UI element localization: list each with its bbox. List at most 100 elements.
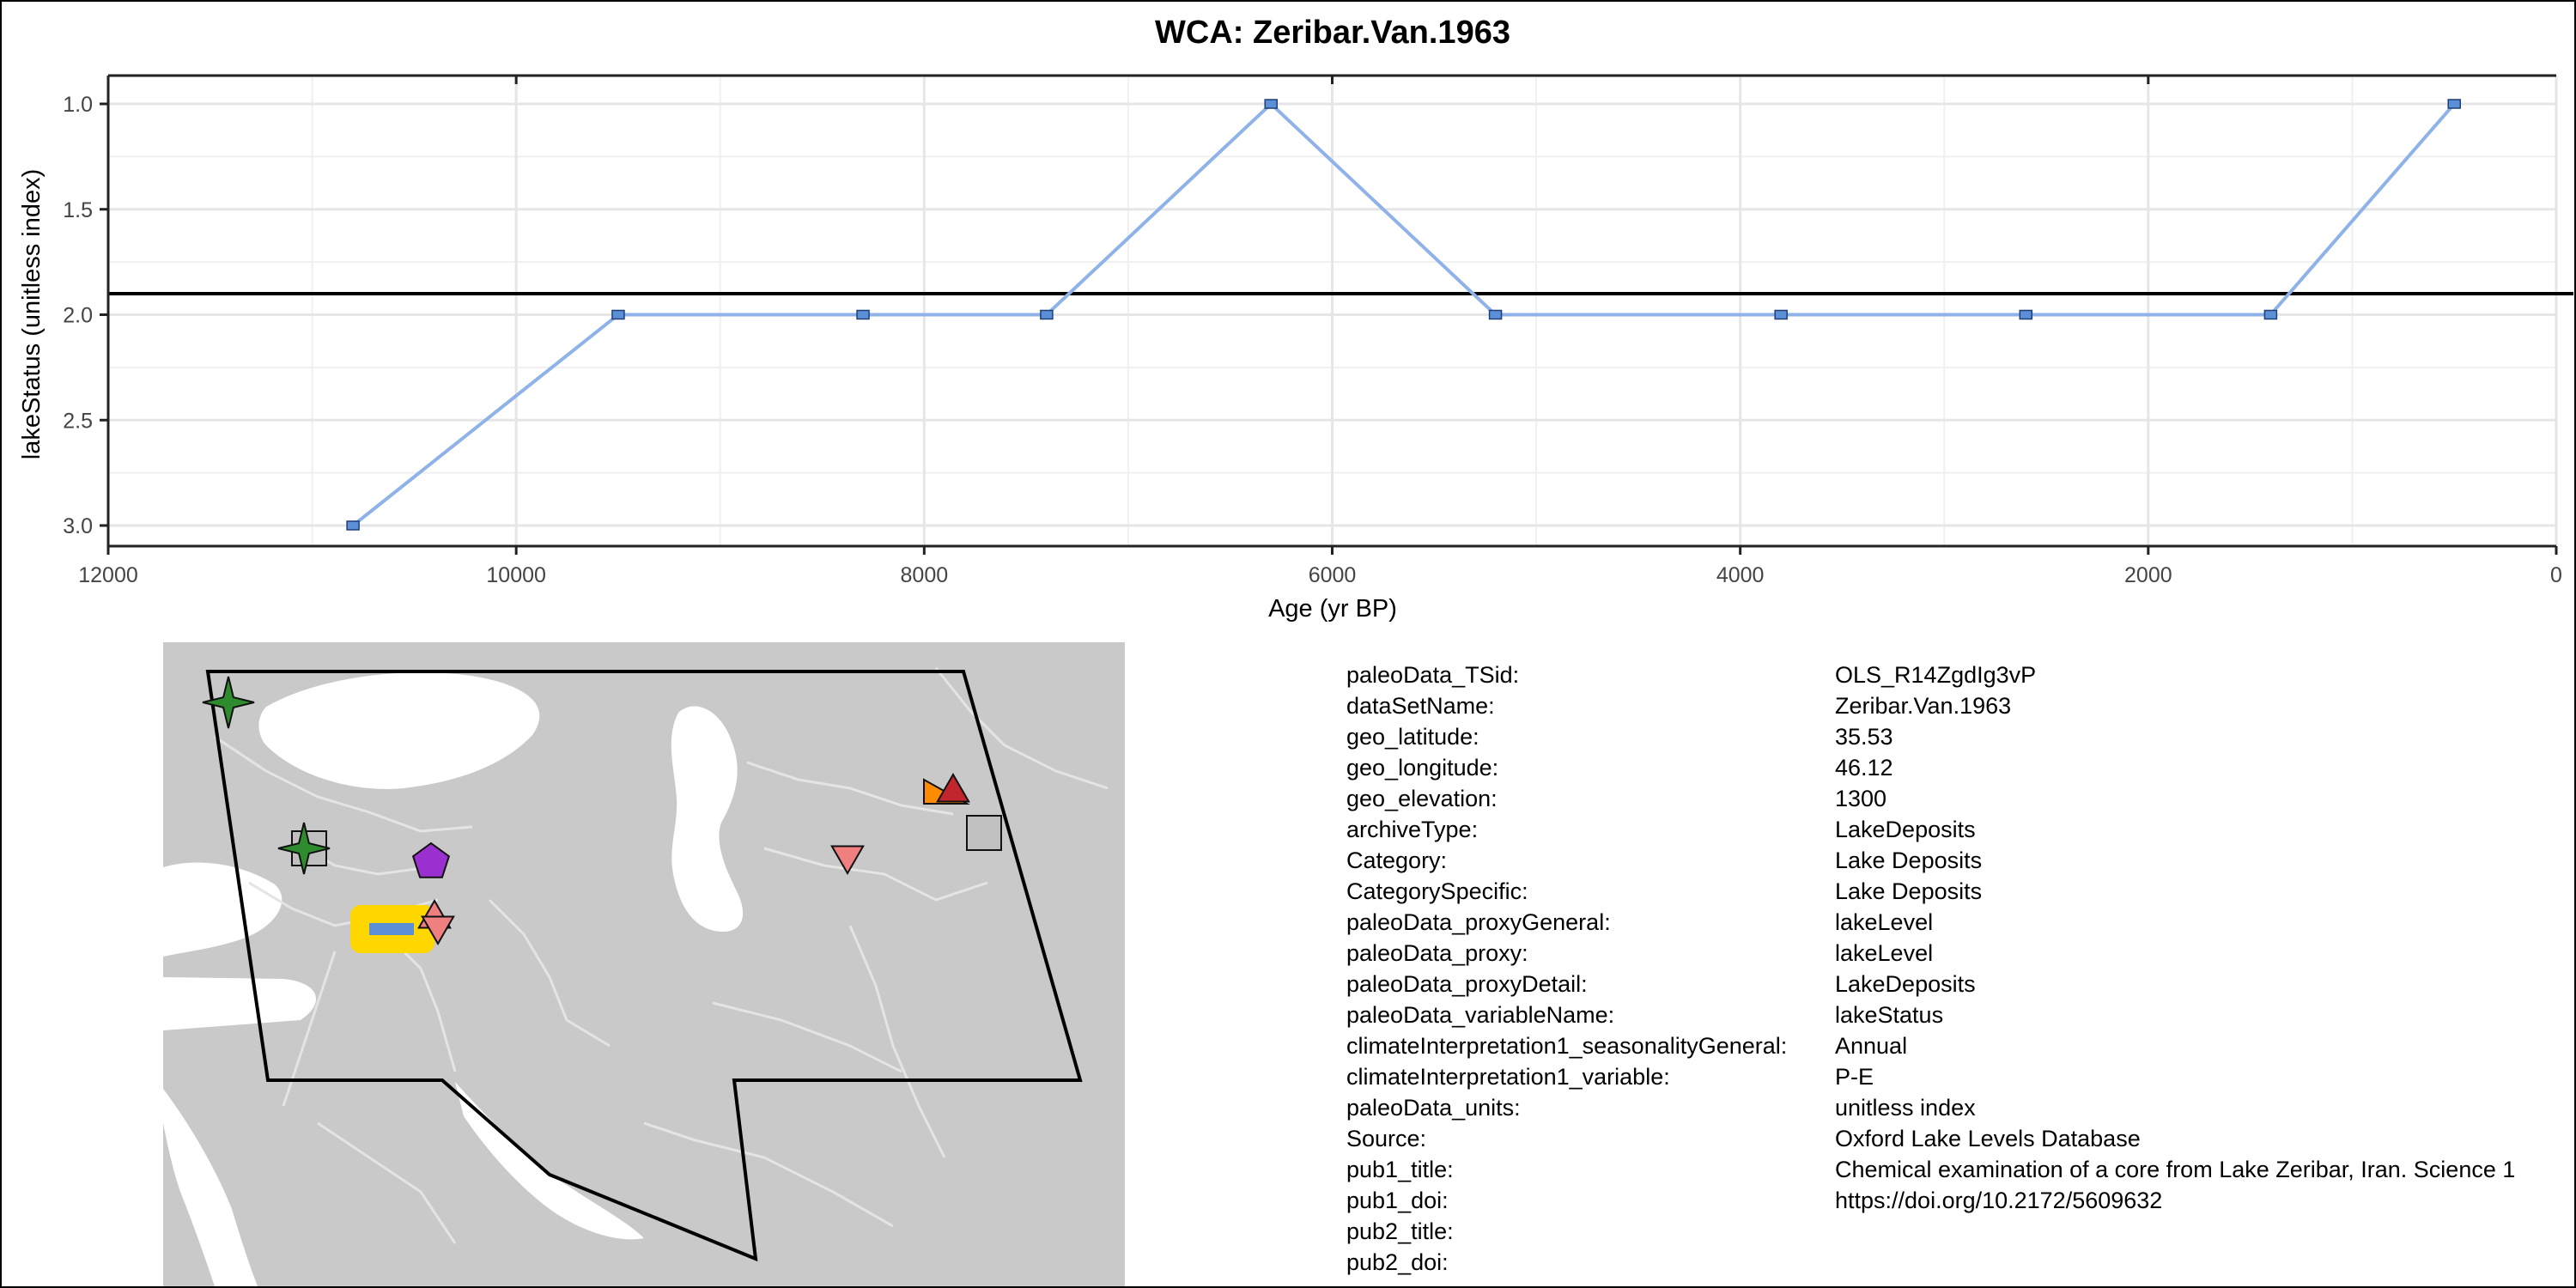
y-tick-label: 1.5	[63, 198, 93, 222]
metadata-row: Source: Oxford Lake Levels Database	[1346, 1123, 2576, 1154]
metadata-row: Category: Lake Deposits	[1346, 845, 2576, 876]
x-tick-label: 10000	[486, 563, 546, 587]
data-point	[1264, 99, 1278, 109]
metadata-key: pub2_title:	[1346, 1218, 1454, 1244]
metadata-value: LakeDeposits	[1835, 971, 1976, 997]
metadata-row: dataSetName: Zeribar.Van.1963	[1346, 690, 2576, 721]
metadata-key: paleoData_TSid:	[1346, 662, 1520, 688]
metadata-key: Category:	[1346, 848, 1448, 873]
x-tick-label: 8000	[901, 563, 949, 587]
metadata-value: 1300	[1835, 786, 1887, 811]
metadata-key: climateInterpretation1_variable:	[1346, 1064, 1670, 1090]
map-border	[214, 735, 473, 833]
metadata-key: Source:	[1346, 1126, 1427, 1151]
metadata-row: paleoData_units: unitless index	[1346, 1092, 2576, 1123]
data-point	[856, 309, 870, 320]
metadata-key: CategorySpecific:	[1346, 878, 1528, 904]
map-marker-triangle-down	[421, 915, 455, 945]
metadata-value: 35.53	[1835, 724, 1893, 750]
data-point	[611, 309, 625, 320]
metadata-value: unitless index	[1835, 1095, 1976, 1121]
metadata-row: paleoData_proxyGeneral: lakeLevel	[1346, 907, 2576, 938]
map-country-borders	[214, 667, 1109, 1244]
metadata-key: paleoData_proxyDetail:	[1346, 971, 1588, 997]
map-land	[163, 642, 1125, 1286]
metadata-row: paleoData_variableName: lakeStatus	[1346, 999, 2576, 1030]
map-marker-square	[966, 815, 1002, 851]
metadata-key: pub1_title:	[1346, 1157, 1454, 1182]
metadata-row: pub1_doi: https://doi.org/10.2172/5609632	[1346, 1185, 2576, 1216]
metadata-row: climateInterpretation1_seasonalityGenera…	[1346, 1030, 2576, 1061]
map-border	[488, 898, 611, 1048]
data-point	[2447, 99, 2461, 109]
metadata-row: pub1_title: Chemical examination of a cor…	[1346, 1154, 2576, 1185]
highlight-site-bar	[369, 923, 414, 935]
series-layer	[346, 99, 2461, 531]
map-red-sea	[163, 1089, 258, 1286]
series-line	[351, 101, 2456, 527]
grid-lines	[106, 76, 2558, 546]
metadata-key: dataSetName:	[1346, 693, 1495, 719]
metadata-key: geo_longitude:	[1346, 755, 1499, 781]
map-caspian-sea	[671, 706, 744, 933]
map-black-sea	[258, 672, 540, 789]
metadata-table: paleoData_TSid: OLS_R14ZgdIg3vP dataSetNam…	[1346, 659, 2576, 1286]
metadata-value: OLS_R14ZgdIg3vP	[1835, 662, 2037, 688]
x-tick-label: 4000	[1716, 563, 1765, 587]
metadata-value: LakeDeposits	[1835, 817, 1976, 842]
data-point	[2263, 309, 2278, 320]
x-tick-label: 12000	[78, 563, 138, 587]
metadata-value: https://doi.org/10.2172/5609632	[1835, 1188, 2163, 1213]
metadata-key: paleoData_variableName:	[1346, 1002, 1615, 1028]
axes: 12000 10000 8000 6000 4000 2000 0 1.0 1.5 2.0 2.5 3…	[63, 74, 2562, 587]
metadata-key: pub1_doi:	[1346, 1188, 1449, 1213]
metadata-value: Zeribar.Van.1963	[1835, 693, 2012, 719]
metadata-row: climateInterpretation1_variable: P-E	[1346, 1061, 2576, 1092]
metadata-value: Chemical examination of a core from Lake…	[1835, 1157, 2516, 1182]
metadata-value: Lake Deposits	[1835, 848, 1983, 873]
metadata-key: paleoData_units:	[1346, 1095, 1521, 1121]
metadata-row: pub2_title:	[1346, 1216, 2576, 1247]
map-mediterranean	[163, 862, 317, 1030]
metadata-value: lakeStatus	[1835, 1002, 1944, 1028]
map-marker-triangle-down	[830, 845, 865, 875]
metadata-value: Oxford Lake Levels Database	[1835, 1126, 2141, 1151]
map-marker-pentagon	[411, 841, 451, 878]
metadata-row: paleoData_proxyDetail: LakeDeposits	[1346, 969, 2576, 999]
metadata-row: paleoData_TSid: OLS_R14ZgdIg3vP	[1346, 659, 2576, 690]
map-border	[746, 761, 954, 816]
metadata-row: archiveType: LakeDeposits	[1346, 814, 2576, 845]
metadata-key: paleoData_proxyGeneral:	[1346, 909, 1611, 935]
x-tick-label: 0	[2550, 563, 2562, 587]
map-persian-gulf	[455, 1082, 644, 1240]
y-tick-label: 1.0	[63, 93, 93, 117]
y-tick-label: 2.5	[63, 409, 93, 433]
metadata-row: geo_elevation: 1300	[1346, 783, 2576, 814]
data-point	[346, 520, 360, 531]
metadata-row: geo_latitude: 35.53	[1346, 721, 2576, 752]
metadata-key: geo_elevation:	[1346, 786, 1498, 811]
region-outline	[205, 670, 1083, 1262]
map-border	[712, 1001, 902, 1073]
metadata-key: geo_latitude:	[1346, 724, 1479, 750]
metadata-key: pub2_doi:	[1346, 1249, 1449, 1275]
metadata-value: P-E	[1835, 1064, 1874, 1090]
x-tick-label: 6000	[1309, 563, 1357, 587]
data-point	[1040, 309, 1054, 320]
metadata-row: pub2_doi:	[1346, 1247, 2576, 1278]
map-border	[643, 1121, 894, 1228]
metadata-row: geo_longitude: 46.12	[1346, 752, 2576, 783]
y-tick-label: 3.0	[63, 514, 93, 538]
data-point	[2019, 309, 2033, 320]
metadata-row: CategorySpecific: Lake Deposits	[1346, 876, 2576, 907]
y-tick-label: 2.0	[63, 304, 93, 328]
data-point	[1488, 309, 1503, 320]
map-border	[934, 667, 1109, 790]
chart-title: WCA: Zeribar.Van.1963	[1155, 15, 1510, 51]
map-markers	[202, 676, 1002, 953]
metadata-value: Lake Deposits	[1835, 878, 1983, 904]
x-axis-label: Age (yr BP)	[1268, 595, 1397, 623]
site-map	[163, 642, 1125, 1286]
metadata-key: paleoData_proxy:	[1346, 940, 1528, 966]
